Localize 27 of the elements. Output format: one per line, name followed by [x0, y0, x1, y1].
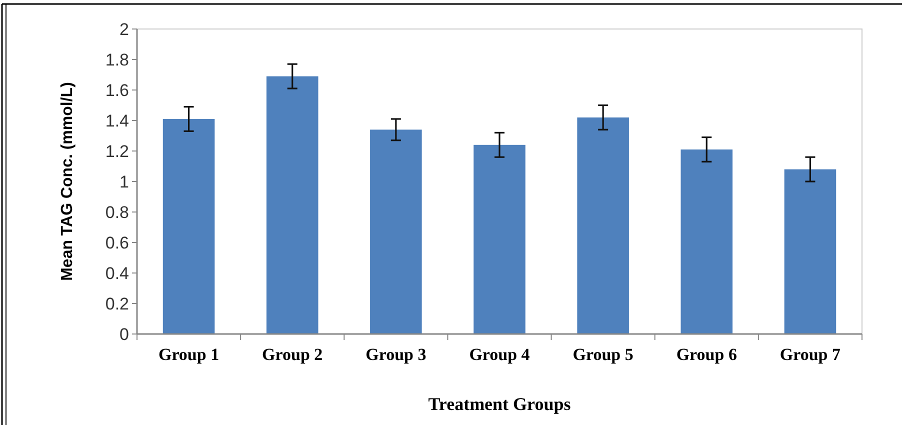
x-tick-label: Group 5	[572, 345, 634, 364]
y-tick-label: 0	[120, 324, 129, 344]
bar	[370, 130, 422, 334]
x-tick-label: Group 4	[469, 345, 530, 364]
y-tick-label: 1.6	[105, 80, 129, 100]
y-tick-label: 1.4	[105, 111, 129, 130]
y-tick-label: 1.2	[105, 142, 129, 161]
x-tick-label: Group 1	[158, 345, 220, 364]
y-axis-title: Mean TAG Conc. (mmol/L)	[59, 82, 76, 281]
x-axis-title: Treatment Groups	[428, 394, 571, 414]
y-tick-label: 1.8	[105, 50, 129, 70]
y-tick-label: 0.6	[105, 233, 129, 252]
y-tick-label: 0.4	[105, 264, 129, 283]
y-tick-label: 2	[120, 20, 129, 39]
bar	[162, 118, 215, 334]
x-tick-label: Group 2	[262, 345, 323, 364]
bar	[266, 76, 318, 334]
x-tick-label: Group 3	[366, 345, 426, 364]
bar	[577, 117, 629, 334]
bar	[680, 149, 733, 334]
y-tick-label: 1	[120, 172, 129, 192]
x-tick-label: Group 6	[676, 345, 737, 364]
bar	[474, 144, 526, 334]
y-tick-label: 0.2	[105, 294, 129, 314]
y-tick-label: 0.8	[105, 202, 129, 222]
x-tick-label: Group 7	[780, 345, 842, 364]
bar	[784, 169, 836, 334]
